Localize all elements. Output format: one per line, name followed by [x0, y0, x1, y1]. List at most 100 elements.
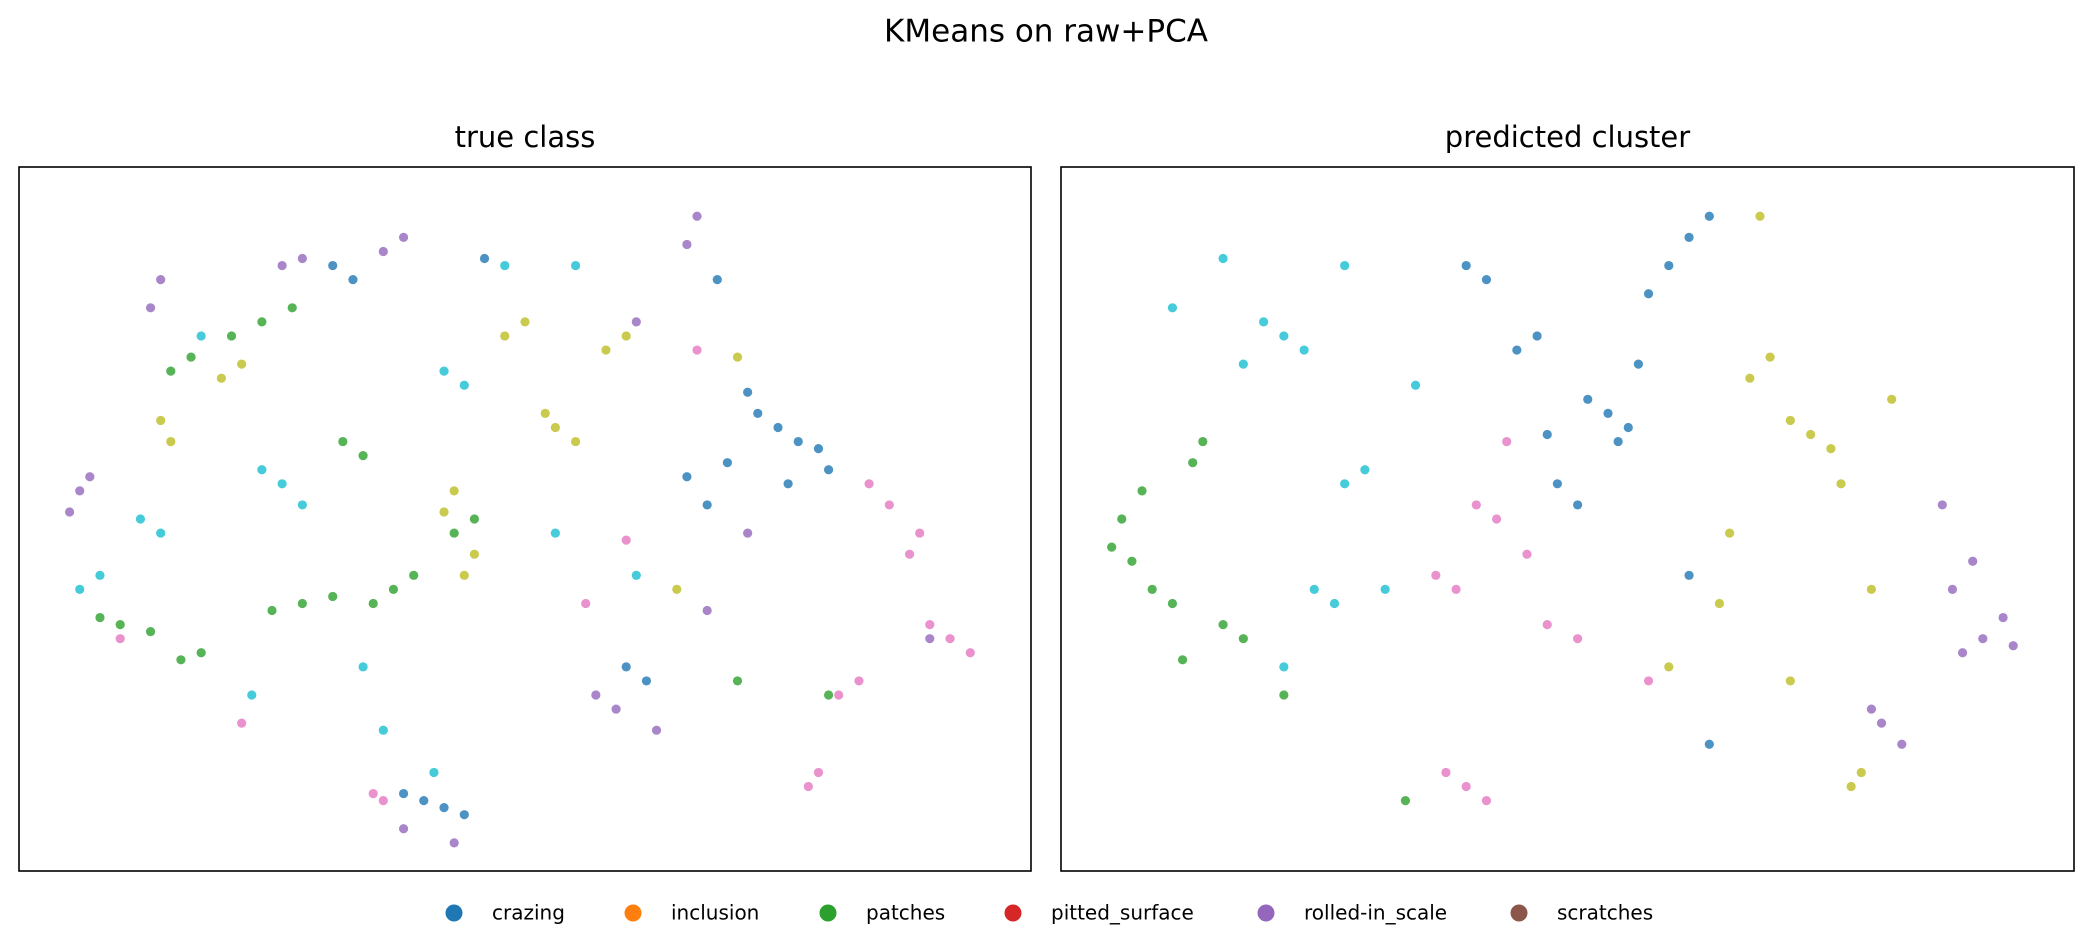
- point: [95, 612, 105, 623]
- point: [439, 507, 449, 517]
- point: [1947, 584, 1958, 595]
- point: [469, 514, 479, 524]
- point: [145, 303, 156, 313]
- point: [459, 570, 469, 580]
- point: [1532, 331, 1542, 341]
- point: [712, 275, 722, 285]
- point: [1785, 676, 1795, 686]
- point: [1876, 718, 1887, 728]
- point: [1968, 556, 1978, 566]
- legend-marker: [1004, 904, 1022, 922]
- point: [1714, 598, 1725, 609]
- point: [621, 535, 631, 545]
- point: [115, 634, 125, 644]
- point: [469, 549, 479, 559]
- point: [1745, 373, 1755, 383]
- point: [358, 662, 368, 672]
- point: [1542, 429, 1552, 440]
- point: [115, 620, 125, 630]
- point: [237, 718, 247, 728]
- point: [732, 352, 743, 362]
- point: [1522, 549, 1532, 559]
- point: [1177, 655, 1188, 665]
- point: [1937, 500, 1947, 510]
- point: [1167, 598, 1178, 609]
- point: [1137, 486, 1147, 496]
- point: [1340, 479, 1350, 489]
- point: [773, 422, 783, 433]
- point: [145, 627, 156, 637]
- point: [1107, 542, 1117, 552]
- point: [1846, 781, 1856, 792]
- figure-title: KMeans on raw+PCA: [884, 14, 1208, 50]
- point: [682, 239, 692, 250]
- point: [156, 528, 166, 538]
- point: [226, 331, 237, 341]
- point: [1897, 739, 1907, 749]
- point: [834, 690, 844, 700]
- point: [1380, 584, 1390, 595]
- point: [1431, 570, 1441, 580]
- point: [479, 253, 490, 264]
- point: [1188, 458, 1198, 468]
- point: [1724, 528, 1735, 538]
- point: [297, 253, 307, 264]
- point: [1836, 479, 1846, 489]
- point: [459, 380, 469, 390]
- legend-marker: [624, 904, 642, 922]
- panel-title: true class: [455, 120, 596, 154]
- point: [1684, 570, 1694, 580]
- point: [1218, 620, 1228, 630]
- point: [692, 211, 702, 221]
- point: [1279, 690, 1289, 700]
- legend-label: inclusion: [671, 901, 759, 925]
- point: [1552, 479, 1562, 489]
- point: [702, 500, 712, 510]
- point: [1238, 359, 1248, 369]
- point: [702, 605, 712, 616]
- point: [904, 549, 915, 559]
- point: [1218, 253, 1228, 264]
- point: [692, 345, 702, 355]
- point: [196, 648, 206, 658]
- point: [945, 634, 955, 644]
- point: [186, 352, 196, 362]
- point: [783, 479, 793, 489]
- point: [854, 676, 864, 686]
- point: [1461, 781, 1471, 792]
- point: [176, 655, 186, 665]
- point: [621, 331, 631, 341]
- point: [793, 436, 803, 447]
- legend-label: crazing: [492, 901, 565, 925]
- point: [2008, 641, 2018, 651]
- point: [1279, 331, 1289, 341]
- point: [388, 584, 399, 595]
- point: [571, 260, 581, 271]
- point: [368, 598, 378, 609]
- point: [247, 690, 257, 700]
- legend-label: pitted_surface: [1051, 901, 1194, 925]
- point: [813, 767, 824, 778]
- point: [1481, 796, 1492, 806]
- plot-frame: [18, 166, 1032, 872]
- point: [803, 781, 813, 792]
- point: [378, 796, 388, 806]
- point: [1856, 767, 1866, 778]
- panel: predicted cluster: [1060, 120, 2075, 872]
- point: [915, 528, 925, 538]
- legend-label: rolled-in_scale: [1304, 901, 1447, 925]
- point: [156, 275, 166, 285]
- point: [1441, 767, 1451, 778]
- point: [1866, 584, 1876, 595]
- point: [1279, 662, 1289, 672]
- point: [925, 634, 935, 644]
- point: [1887, 394, 1897, 404]
- point: [277, 479, 287, 489]
- point: [1329, 598, 1340, 609]
- point: [196, 331, 206, 341]
- point: [1147, 584, 1157, 595]
- point: [429, 767, 439, 778]
- legend-marker: [1510, 904, 1528, 922]
- point: [1765, 352, 1775, 362]
